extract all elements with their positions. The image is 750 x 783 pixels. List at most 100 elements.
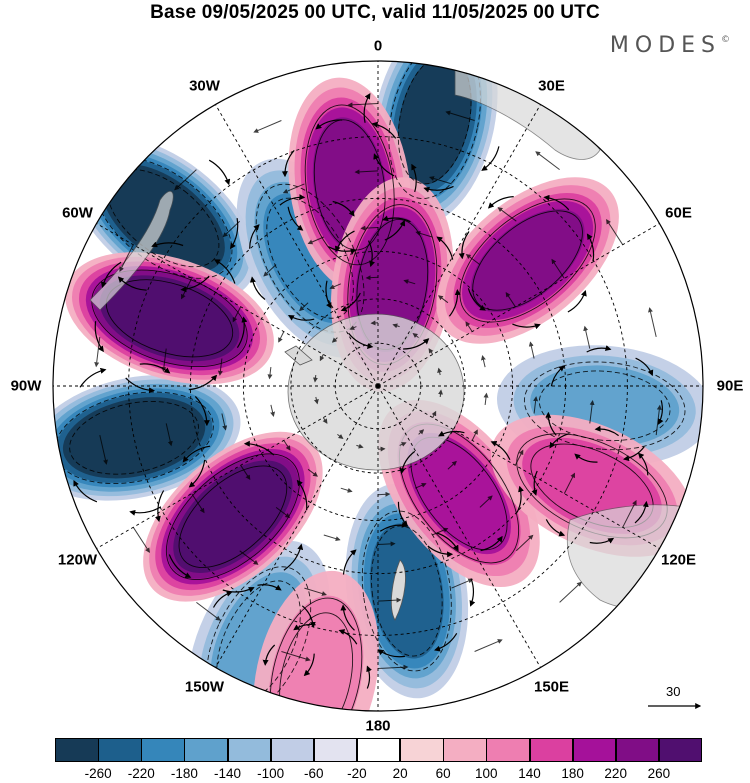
lon-label-30e: 30E: [538, 77, 565, 94]
wind-vector: [174, 169, 197, 191]
wind-vector: [365, 275, 379, 281]
wind-vector: [366, 665, 372, 689]
wind-vector: [637, 452, 649, 476]
wind-vector: [249, 276, 266, 300]
wind-vector: [535, 151, 560, 170]
wind-vector: [429, 176, 452, 185]
wind-vector: [348, 332, 374, 350]
wind-vector: [515, 534, 534, 552]
wind-vector: [411, 163, 417, 193]
wind-vector: [377, 541, 396, 547]
wind-vector: [307, 236, 324, 245]
wind-vector: [427, 545, 454, 558]
wind-vector: [222, 220, 241, 238]
new-zealand: [390, 559, 406, 621]
antarctic-peninsula: [284, 345, 313, 366]
wind-vector: [338, 629, 358, 645]
wind-vector: [282, 183, 305, 194]
wind-vector: [586, 233, 595, 262]
wind-vector: [392, 323, 400, 329]
lon-label-120w: 120W: [57, 551, 98, 568]
wind-vector: [312, 374, 318, 383]
wind-vector: [423, 185, 454, 193]
wind-vector: [367, 240, 375, 268]
wind-vector: [490, 441, 511, 461]
meridian-line: [377, 104, 541, 387]
wind-vector: [303, 653, 315, 677]
colorbar-tick-label: -20: [347, 766, 367, 781]
wind-vector: [397, 501, 408, 527]
wind-vector: [323, 534, 341, 542]
wind-vector: [635, 357, 654, 377]
wind-vector: [208, 159, 231, 186]
colorbar-tick-label: 180: [561, 766, 584, 781]
wind-vector: [516, 485, 524, 513]
wind-vector: [377, 491, 391, 497]
wind-vector: [589, 400, 595, 424]
lon-label-60w: 60W: [62, 204, 93, 221]
wind-vector: [431, 410, 437, 418]
wind-vector: [655, 404, 662, 436]
lon-label-30w: 30W: [189, 77, 220, 94]
wind-vector: [648, 307, 657, 338]
wind-vector: [119, 244, 134, 272]
wind-vector: [438, 295, 449, 304]
wind-vector: [275, 507, 291, 519]
meridian-line: [377, 223, 660, 387]
wind-vector: [480, 535, 503, 552]
colorbar-cell: [313, 738, 358, 762]
wind-vector: [412, 332, 419, 339]
wind-vector: [399, 450, 416, 475]
colorbar-tick-label: 60: [435, 766, 451, 781]
wind-vector: [94, 321, 104, 353]
wind-vector: [329, 283, 341, 290]
wind-vector: [497, 207, 517, 222]
wind-vector: [240, 465, 251, 481]
wind-vector: [287, 206, 304, 231]
wind-vector: [212, 590, 233, 608]
wind-vector: [100, 261, 122, 288]
colorbar-tick-label: -220: [127, 766, 155, 781]
wind-vector: [132, 527, 150, 553]
colorbar-cell: [98, 738, 142, 762]
wind-vector: [545, 519, 566, 537]
colorbar-cell: [227, 738, 272, 762]
wind-vector: [217, 358, 223, 376]
wind-vector: [328, 246, 357, 255]
wind-vector: [403, 279, 416, 285]
wind-vector: [479, 495, 493, 508]
wind-vector: [545, 411, 557, 436]
wind-vector: [253, 120, 282, 133]
wind-vector: [342, 549, 357, 575]
wind-vector: [347, 102, 379, 108]
wind-vector: [262, 644, 276, 666]
wind-vector: [623, 446, 645, 462]
wind-vector: [360, 225, 379, 231]
wind-vector: [483, 392, 489, 405]
wind-vector: [512, 323, 541, 330]
anomaly-positive-10: [436, 177, 619, 344]
wind-vector: [188, 459, 206, 488]
contour-2: [388, 61, 481, 200]
wind-vector: [340, 487, 353, 493]
wind-vector: [331, 337, 338, 343]
wind-vector: [340, 292, 361, 312]
colorbar-cell: [184, 738, 228, 762]
wind-vector: [622, 500, 637, 528]
colorbar-cell: [356, 738, 401, 762]
anomaly-positive-12: [143, 431, 323, 602]
lon-label-60e: 60E: [665, 204, 692, 221]
anomaly-positive-15: [253, 570, 379, 711]
wind-vector: [373, 153, 395, 177]
wind-vector: [349, 325, 357, 330]
wind-vector: [574, 453, 598, 463]
map-title: Base 09/05/2025 00 UTC, valid 11/05/2025…: [150, 2, 600, 23]
wind-vector: [531, 470, 538, 496]
wind-vector: [382, 215, 411, 223]
wind-vector: [528, 341, 535, 359]
wind-vector: [283, 440, 291, 451]
lon-label-0: 0: [373, 37, 383, 55]
wind-vector: [239, 550, 259, 565]
colorbar-cell: [400, 738, 444, 762]
contour-5: [361, 510, 452, 672]
